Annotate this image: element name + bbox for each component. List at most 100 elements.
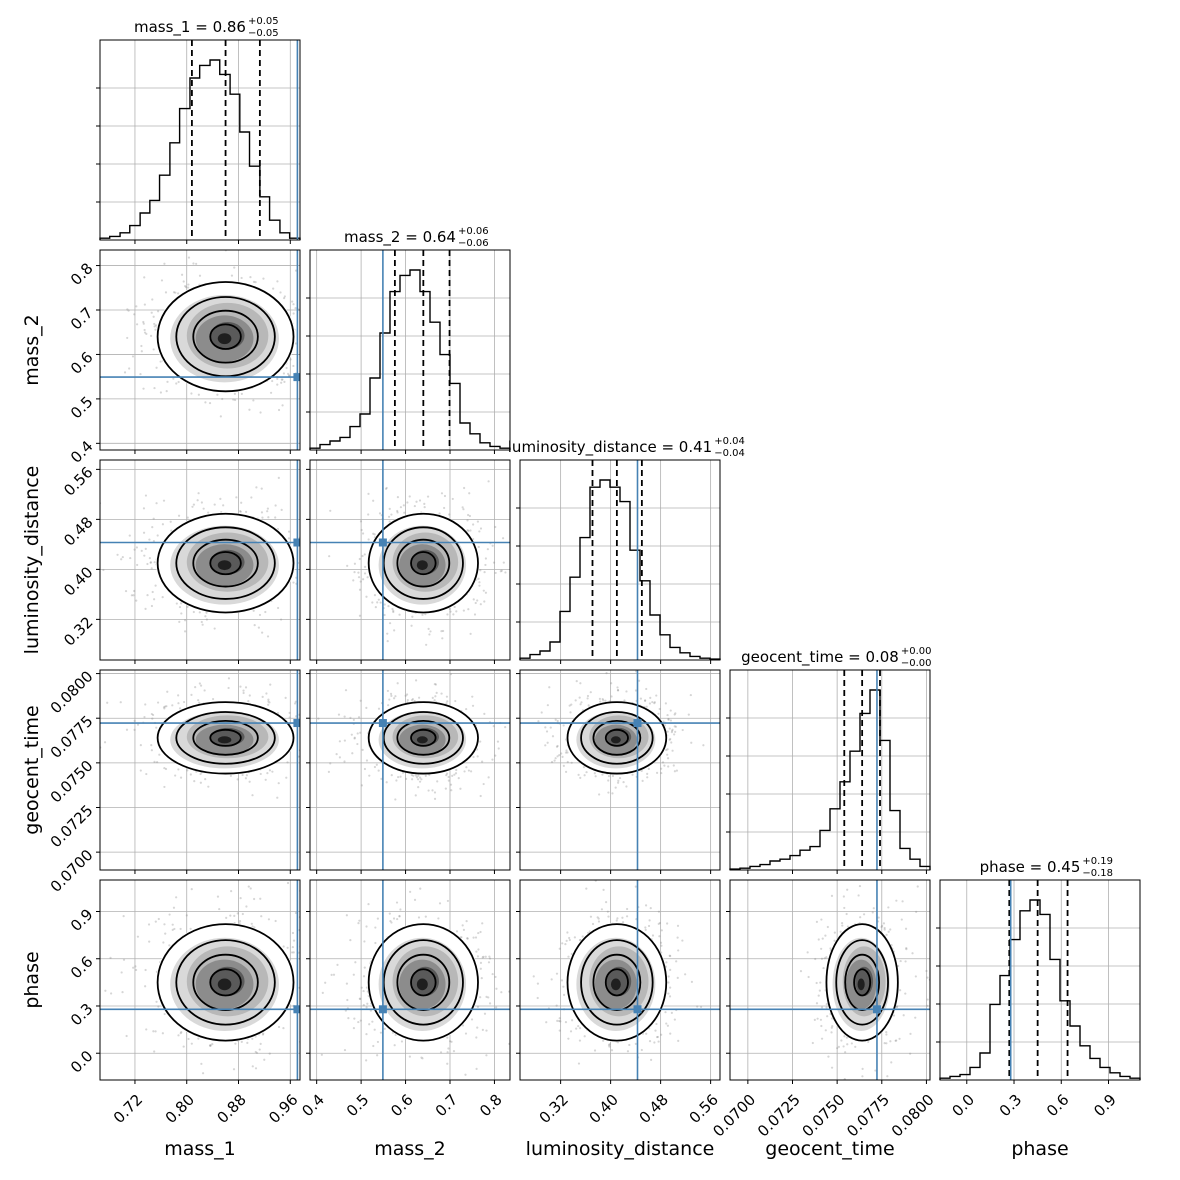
sample-point	[260, 487, 263, 490]
sample-point	[266, 507, 269, 510]
sample-point	[254, 1067, 258, 1070]
sample-point	[415, 776, 419, 779]
sample-point	[390, 694, 393, 697]
sample-point	[163, 707, 166, 710]
sample-point	[251, 1037, 254, 1040]
sample-point	[240, 501, 243, 504]
contour-line-0	[156, 701, 295, 775]
truth-marker	[633, 719, 642, 728]
sample-point	[446, 700, 449, 703]
sample-point	[409, 890, 412, 893]
hist-panel-mass_1: mass_1 = 0.86 +0.05−0.05	[96, 16, 301, 241]
sample-point	[151, 590, 154, 594]
sample-point	[251, 794, 254, 797]
sample-point	[259, 1042, 262, 1045]
sample-point	[162, 706, 166, 709]
sample-point	[471, 695, 474, 698]
contour-line-0	[367, 512, 479, 614]
panel-frame	[309, 249, 511, 451]
sample-point	[195, 262, 198, 265]
panel-background	[310, 250, 510, 450]
sample-point	[159, 360, 162, 363]
density-layer	[310, 880, 510, 1080]
sample-point	[477, 545, 480, 549]
sample-point	[478, 584, 481, 587]
sample-point	[383, 603, 386, 606]
sample-point	[240, 276, 243, 280]
sample-point	[145, 1028, 148, 1031]
sample-point	[136, 935, 140, 938]
sample-point	[448, 1040, 452, 1043]
sample-point	[492, 561, 496, 564]
sample-point	[390, 513, 393, 516]
sample-point	[126, 308, 129, 311]
panel-title-mass_1: mass_1 = 0.86	[134, 18, 246, 37]
sample-point	[496, 740, 500, 743]
contour-line-1	[175, 526, 276, 600]
sample-point	[267, 516, 270, 519]
sample-point	[144, 607, 147, 610]
sample-point	[156, 310, 160, 313]
sample-point	[449, 610, 452, 613]
sample-point	[301, 606, 303, 608]
sample-point	[499, 570, 502, 573]
sample-point	[482, 782, 485, 786]
sample-point	[374, 941, 377, 945]
sample-point	[386, 689, 390, 693]
sample-point	[601, 773, 604, 776]
sample-point	[555, 745, 559, 748]
sample-point	[438, 512, 441, 515]
sample-point	[306, 747, 308, 749]
sample-point	[556, 755, 559, 758]
sample-point	[155, 366, 158, 369]
sample-point	[477, 577, 480, 580]
sample-point	[122, 915, 125, 918]
sample-point	[133, 728, 136, 731]
sample-point	[264, 778, 267, 781]
sample-point	[261, 695, 264, 698]
sample-point	[666, 748, 669, 751]
sample-point	[173, 927, 176, 931]
sample-point	[229, 914, 232, 917]
sample-point	[660, 771, 663, 775]
sample-point	[277, 1025, 281, 1029]
scatter-panel-mass_1-vs-phase	[96, 879, 301, 1081]
sample-point	[148, 538, 151, 541]
sample-point	[513, 560, 515, 562]
sample-point	[294, 911, 298, 915]
sample-point	[570, 703, 573, 706]
panel-frame	[99, 459, 301, 661]
panel-title-lower-error: −0.18	[1082, 868, 1113, 879]
sample-point	[204, 615, 207, 618]
sample-point	[145, 332, 148, 335]
sample-point	[190, 1042, 193, 1045]
sample-point	[166, 380, 169, 383]
sample-point	[175, 382, 178, 385]
sample-point	[261, 1033, 265, 1036]
sample-point	[128, 534, 131, 537]
panel-frame	[309, 669, 511, 871]
sample-point	[260, 511, 264, 514]
truth-marker	[378, 538, 387, 547]
sample-point	[184, 619, 187, 622]
sample-point	[162, 941, 165, 944]
sample-point	[586, 694, 590, 698]
sample-point	[365, 706, 368, 709]
sample-point	[248, 780, 251, 783]
panel-title-upper-error: +0.06	[458, 226, 489, 237]
contour-line-2	[192, 719, 259, 756]
sample-point	[151, 717, 154, 720]
sample-point	[233, 392, 236, 395]
sample-point	[560, 752, 563, 755]
sample-point	[479, 996, 482, 999]
sample-point	[504, 726, 507, 729]
sample-point	[291, 300, 294, 303]
sample-point	[411, 778, 414, 781]
sample-point	[142, 531, 146, 534]
density-fill-4	[610, 736, 621, 744]
sample-point	[461, 506, 464, 509]
sample-point	[172, 377, 175, 380]
sample-point	[157, 917, 160, 921]
sample-point	[165, 705, 168, 708]
